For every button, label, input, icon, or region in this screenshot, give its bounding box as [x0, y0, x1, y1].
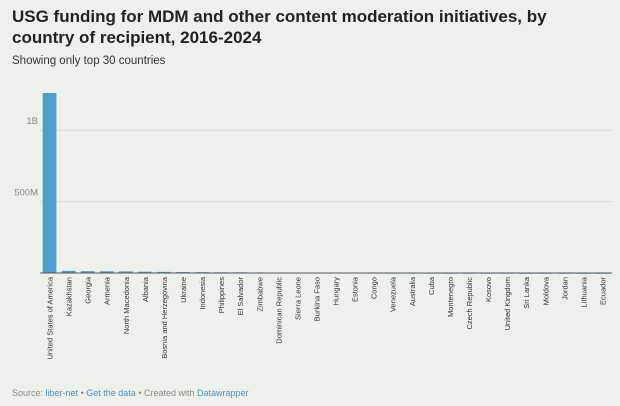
x-tick-label: Dominican Republic: [274, 277, 283, 344]
bar[interactable]: [118, 271, 133, 273]
x-tick-label: Bosnia and Herzegovina: [160, 276, 169, 359]
x-tick-label: Ecuador: [598, 277, 607, 305]
x-tick-label: Zimbabwe: [255, 277, 264, 312]
x-tick-label: Montenegro: [446, 277, 455, 317]
x-tick-label: El Salvador: [236, 277, 245, 316]
created-with-text: • Created with: [138, 388, 195, 398]
x-tick-label: Georgia: [84, 276, 93, 304]
x-tick-label: Armenia: [103, 276, 112, 305]
y-tick-label: 1B: [26, 116, 38, 127]
x-tick-label: Moldova: [541, 276, 550, 305]
bar[interactable]: [42, 93, 57, 273]
x-tick-label: Venezuela: [389, 276, 398, 312]
footer: Source: liber-net • Get the data • Creat…: [12, 388, 249, 398]
x-tick-label: Jordan: [560, 277, 569, 300]
bar[interactable]: [99, 271, 114, 273]
bar[interactable]: [80, 271, 95, 273]
x-tick-label: Congo: [370, 277, 379, 299]
chart-title: USG funding for MDM and other content mo…: [12, 7, 547, 47]
x-tick-label: Hungary: [332, 277, 341, 306]
x-tick-label: Czech Republic: [465, 277, 474, 330]
x-tick-label: Kosovo: [484, 277, 493, 302]
x-tick-label: Sri Lanka: [522, 276, 531, 309]
x-tick-label: Philippines: [217, 277, 226, 314]
source-link[interactable]: liber-net: [45, 388, 79, 398]
x-tick-label: Ukraine: [179, 277, 188, 303]
source-prefix: Source:: [12, 388, 44, 398]
x-tick-label: Albania: [141, 276, 150, 302]
chart-subtitle: Showing only top 30 countries: [12, 55, 166, 67]
x-tick-label: Sierra Leone: [293, 277, 302, 320]
separator: •: [80, 388, 84, 398]
x-tick-label: Estonia: [351, 276, 360, 302]
x-tick-label: Indonesia: [198, 276, 207, 309]
x-tick-label: Lithuania: [579, 276, 588, 307]
x-tick-label: Burkina Faso: [312, 277, 321, 321]
y-tick-label: 500M: [14, 188, 38, 199]
datawrapper-link[interactable]: Datawrapper: [197, 388, 249, 398]
x-tick-label: North Macedonia: [122, 276, 131, 334]
bar[interactable]: [157, 271, 171, 273]
x-tick-label: Cuba: [427, 276, 436, 295]
bar[interactable]: [61, 270, 76, 273]
x-tick-label: Australia: [408, 276, 417, 306]
get-data-link[interactable]: Get the data: [86, 388, 136, 398]
x-tick-label: United Kingdom: [503, 277, 512, 330]
x-tick-label: United States of America: [46, 276, 55, 359]
x-tick-label: Kazakhstan: [65, 277, 74, 316]
bar[interactable]: [138, 271, 152, 273]
